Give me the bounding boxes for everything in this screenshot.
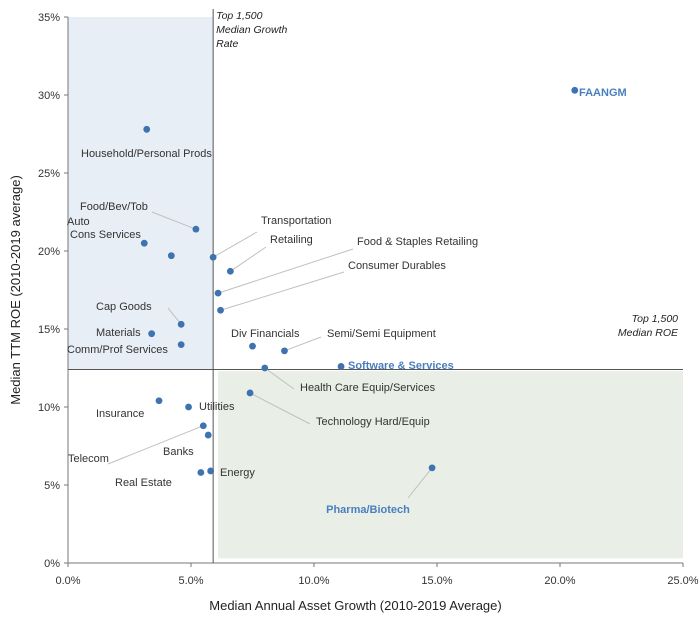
- data-point-transportation: [209, 253, 217, 261]
- data-point-pharma-biotech: [428, 464, 436, 472]
- y-tick-label: 0%: [44, 558, 60, 570]
- point-label-telecom: Telecom: [68, 453, 109, 465]
- data-point-retailing: [226, 267, 234, 275]
- y-tick-label: 5%: [44, 480, 60, 492]
- y-axis-title: Median TTM ROE (2010-2019 average): [8, 175, 23, 405]
- data-point-auto: [167, 252, 175, 260]
- leader-line-retailing: [230, 246, 267, 272]
- data-point-consumer-durables: [217, 306, 224, 314]
- data-point-cons-services: [140, 239, 148, 247]
- point-label-software-services: Software & Services: [348, 360, 454, 372]
- leader-line-pharma-biotech: [407, 467, 433, 499]
- point-label-real-estate: Real Estate: [115, 477, 172, 489]
- y-tick-label: 25%: [38, 168, 60, 180]
- x-tick-label: 25.0%: [667, 575, 698, 587]
- point-label-cons-services: Cons Services: [70, 229, 141, 241]
- median-growth-label: Rate: [216, 38, 238, 50]
- shaded-region-upper-left: [68, 17, 214, 370]
- leader-line-health-care-equip-services: [264, 367, 295, 390]
- data-point-insurance: [155, 397, 163, 405]
- point-label-cap-goods: Cap Goods: [96, 301, 152, 313]
- point-label-food-bev-tob: Food/Bev/Tob: [80, 201, 148, 213]
- point-label-materials: Materials: [96, 327, 141, 339]
- leader-line-food-bev-tob: [151, 211, 197, 230]
- data-point-household-personal-prods: [143, 125, 151, 133]
- y-tick-label: 35%: [38, 12, 60, 24]
- point-label-technology-hard-equip: Technology Hard/Equip: [316, 416, 430, 428]
- point-label-pharma-biotech: Pharma/Biotech: [326, 504, 410, 516]
- leader-line-cap-goods: [167, 307, 182, 325]
- data-point-comm-prof-services: [177, 341, 185, 348]
- point-label-health-care-equip-services: Health Care Equip/Services: [300, 382, 436, 394]
- y-tick-label: 15%: [38, 324, 60, 336]
- point-label-semi-semi-equipment: Semi/Semi Equipment: [327, 328, 436, 340]
- y-tick-label: 30%: [38, 90, 60, 102]
- data-point-faangm: [571, 86, 579, 94]
- data-point-health-care-equip-services: [261, 364, 269, 372]
- leader-line-semi-semi-equipment: [284, 336, 322, 352]
- data-point-utilities: [185, 403, 192, 411]
- shaded-region-lower-right: [218, 371, 683, 559]
- leader-line-technology-hard-equip: [249, 392, 311, 425]
- x-axis-title: Median Annual Asset Growth (2010-2019 Av…: [209, 598, 501, 613]
- y-tick-label: 10%: [38, 402, 60, 414]
- median-roe-label: Top 1,500: [632, 313, 678, 325]
- x-tick-label: 0.0%: [55, 575, 80, 587]
- point-label-auto: Auto: [67, 216, 90, 228]
- data-point-technology-hard-equip: [246, 389, 254, 397]
- data-point-software-services: [337, 363, 345, 370]
- median-growth-label: Median Growth: [216, 24, 287, 36]
- data-point-real-estate: [197, 469, 205, 476]
- point-label-transportation: Transportation: [261, 215, 332, 227]
- point-label-retailing: Retailing: [270, 234, 313, 246]
- y-tick-label: 20%: [38, 246, 60, 258]
- point-label-insurance: Insurance: [96, 408, 144, 420]
- x-tick-label: 15.0%: [421, 575, 452, 587]
- median-growth-label: Top 1,500: [216, 10, 262, 22]
- x-tick-label: 5.0%: [178, 575, 203, 587]
- leader-line-transportation: [212, 231, 258, 258]
- data-point-banks: [204, 431, 212, 439]
- leader-line-telecom: [107, 425, 204, 465]
- data-point-energy: [207, 467, 215, 475]
- data-point-materials: [148, 330, 156, 338]
- data-point-food-staples-retailing: [214, 289, 222, 297]
- point-label-consumer-durables: Consumer Durables: [348, 260, 446, 272]
- point-label-faangm: FAANGM: [579, 87, 627, 99]
- data-point-food-bev-tob: [192, 225, 200, 233]
- point-label-div-financials: Div Financials: [231, 328, 300, 340]
- data-point-semi-semi-equipment: [281, 347, 288, 355]
- data-point-div-financials: [249, 342, 256, 350]
- x-tick-label: 10.0%: [298, 575, 329, 587]
- data-point-telecom: [199, 422, 207, 430]
- point-label-energy: Energy: [220, 467, 255, 479]
- x-tick-label: 20.0%: [544, 575, 575, 587]
- data-point-cap-goods: [177, 320, 185, 328]
- leader-line-consumer-durables: [220, 271, 345, 311]
- point-label-utilities: Utilities: [199, 401, 235, 413]
- median-roe-label: Median ROE: [618, 327, 679, 339]
- point-label-household-personal-prods: Household/Personal Prods: [81, 148, 212, 160]
- point-label-banks: Banks: [163, 446, 194, 458]
- point-label-food-staples-retailing: Food & Staples Retailing: [357, 236, 478, 248]
- leader-line-food-staples-retailing: [217, 248, 354, 294]
- point-label-comm-prof-services: Comm/Prof Services: [67, 344, 168, 356]
